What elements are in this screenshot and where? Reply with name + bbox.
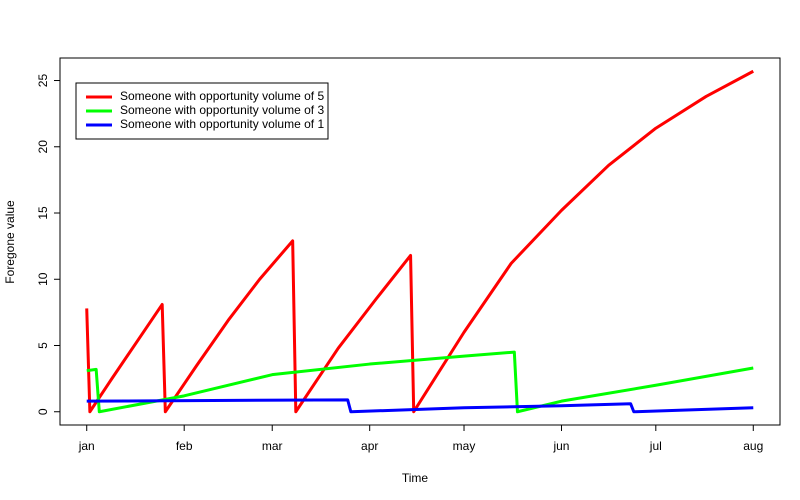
y-tick-label: 15 (36, 206, 50, 220)
y-tick-label: 20 (36, 140, 50, 154)
y-tick-label: 25 (36, 74, 50, 88)
y-tick-label: 0 (36, 408, 50, 415)
x-tick-label: apr (361, 439, 378, 453)
x-tick-label: jul (649, 439, 662, 453)
x-tick-label: feb (176, 439, 193, 453)
series-line (85, 69, 754, 414)
legend-label: Someone with opportunity volume of 5 (120, 89, 324, 103)
legend-label: Someone with opportunity volume of 3 (120, 103, 324, 117)
y-tick-label: 5 (36, 342, 50, 349)
legend-box (75, 82, 329, 140)
y-axis-label: Foregone value (3, 200, 17, 284)
legend-label: Someone with opportunity volume of 1 (120, 117, 324, 131)
series-line (86, 398, 754, 414)
x-tick-label: jan (78, 439, 95, 453)
y-tick-label: 10 (36, 272, 50, 286)
x-tick-label: mar (262, 439, 283, 453)
x-tick-label: aug (743, 439, 763, 453)
series-line (86, 350, 754, 414)
x-axis-label: Time (402, 471, 429, 485)
x-tick-label: may (453, 439, 476, 453)
x-tick-label: jun (552, 439, 569, 453)
plot-frame (59, 57, 781, 426)
